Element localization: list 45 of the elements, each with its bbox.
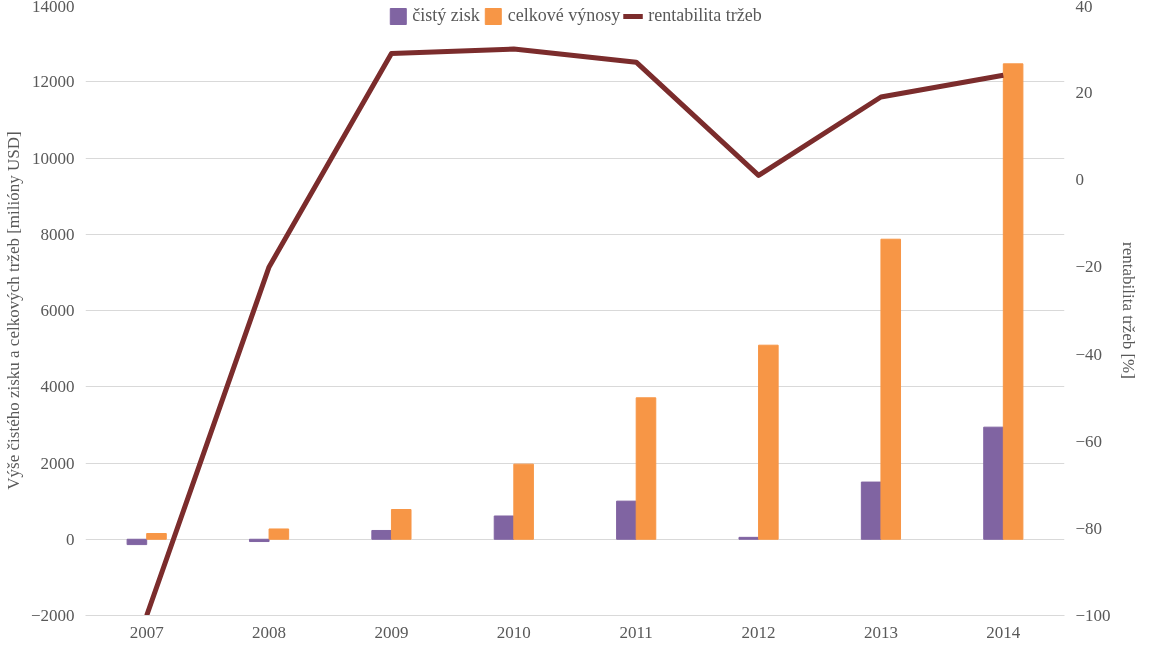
y2-tick-label: −40 <box>1075 344 1103 364</box>
y-tick-label: 4000 <box>40 377 75 397</box>
x-tick-label: 2010 <box>496 622 531 642</box>
y-tick-label: −2000 <box>30 606 75 625</box>
y2-axis-title: rentabilita tržeb [%] <box>1118 242 1138 379</box>
y2-tick-label: −20 <box>1075 257 1103 277</box>
bar <box>983 426 1004 540</box>
legend-label: čistý zisk <box>412 5 480 26</box>
x-tick-label: 2007 <box>129 622 165 642</box>
bar <box>1002 63 1024 540</box>
bar <box>880 238 902 540</box>
y2-tick-label: −60 <box>1075 431 1103 451</box>
bar <box>248 538 270 543</box>
bar <box>146 533 167 540</box>
x-tick-label: 2012 <box>741 622 776 642</box>
bar <box>390 509 412 540</box>
y-axis-title: Výše čistého zisku a celkových tržeb [milióny USD] <box>3 131 23 490</box>
y-tick-label: 8000 <box>40 224 75 244</box>
bar <box>635 397 657 540</box>
legend-label: celkové výnosy <box>507 5 621 26</box>
y2-tick-label: −80 <box>1075 518 1103 538</box>
x-tick-label: 2008 <box>252 622 287 642</box>
x-tick-label: 2011 <box>619 622 653 642</box>
y-tick-label: 2000 <box>40 453 75 473</box>
y-tick-label: 12000 <box>32 72 75 92</box>
bar <box>860 481 882 540</box>
bar <box>513 463 534 540</box>
y2-tick-label: −100 <box>1075 606 1111 625</box>
bar <box>616 500 637 540</box>
legend-label: rentabilita tržeb <box>648 5 762 26</box>
x-tick-label: 2013 <box>863 622 898 642</box>
y-tick-label: 10000 <box>32 148 75 168</box>
x-tick-label: 2009 <box>374 622 409 642</box>
y2-tick-label: 0 <box>1075 170 1084 190</box>
y2-tick-label: 40 <box>1075 0 1093 16</box>
bar <box>126 538 148 546</box>
bar <box>758 344 779 540</box>
y2-tick-label: 20 <box>1075 83 1093 103</box>
bar <box>268 528 290 540</box>
y-tick-label: 6000 <box>40 301 75 320</box>
bar <box>493 515 515 540</box>
y-tick-label: 14000 <box>32 0 75 16</box>
y-tick-label: 0 <box>66 529 75 549</box>
x-tick-label: 2014 <box>986 622 1021 642</box>
bar <box>371 529 392 540</box>
